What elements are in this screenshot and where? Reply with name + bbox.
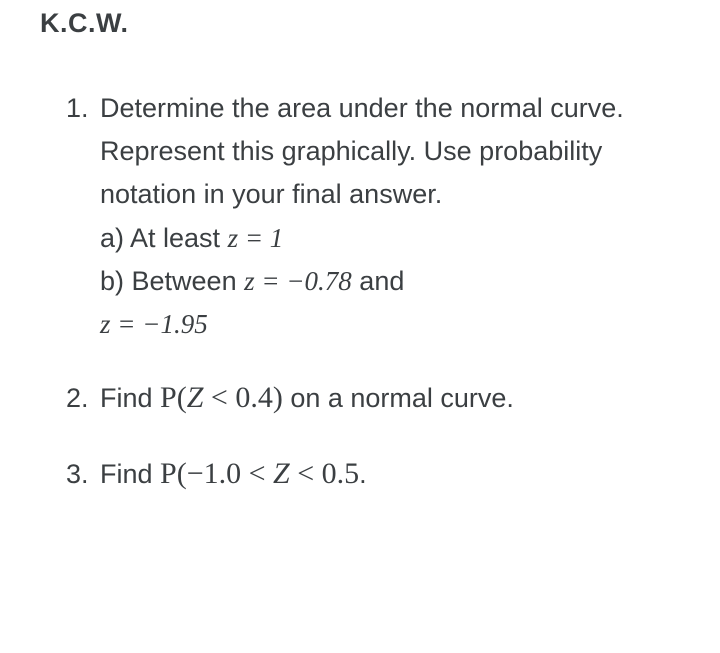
- problem-3: Find P(−1.0 < Z < 0.5.: [96, 450, 680, 498]
- part-b-math2: z = −1.95: [100, 309, 208, 339]
- problem-3-prefix: Find: [100, 459, 160, 489]
- problem-1-part-b-line2: z = −1.95: [100, 303, 680, 346]
- problem-1-stem: Determine the area under the normal curv…: [100, 93, 624, 209]
- part-b-prefix: b) Between: [100, 266, 244, 296]
- part-b-math1: z = −0.78: [244, 266, 352, 296]
- problem-3-suffix: .: [359, 459, 367, 489]
- problem-2-prefix: Find: [100, 383, 160, 413]
- part-a-prefix: a) At least: [100, 223, 228, 253]
- problem-3-math: P(−1.0 < Z < 0.5: [160, 457, 359, 490]
- problem-1: Determine the area under the normal curv…: [96, 87, 680, 346]
- part-a-math: z = 1: [228, 223, 284, 253]
- problem-2-suffix: on a normal curve.: [283, 383, 514, 413]
- page-heading: K.C.W.: [40, 8, 680, 39]
- problem-1-part-b-line1: b) Between z = −0.78 and: [100, 260, 680, 303]
- problem-2: Find P(Z < 0.4) on a normal curve.: [96, 374, 680, 422]
- problem-1-part-a: a) At least z = 1: [100, 217, 680, 260]
- document-page: K.C.W. Determine the area under the norm…: [0, 0, 720, 566]
- problem-list: Determine the area under the normal curv…: [40, 87, 680, 498]
- problem-2-math: P(Z < 0.4): [160, 381, 283, 414]
- part-b-join: and: [352, 266, 405, 296]
